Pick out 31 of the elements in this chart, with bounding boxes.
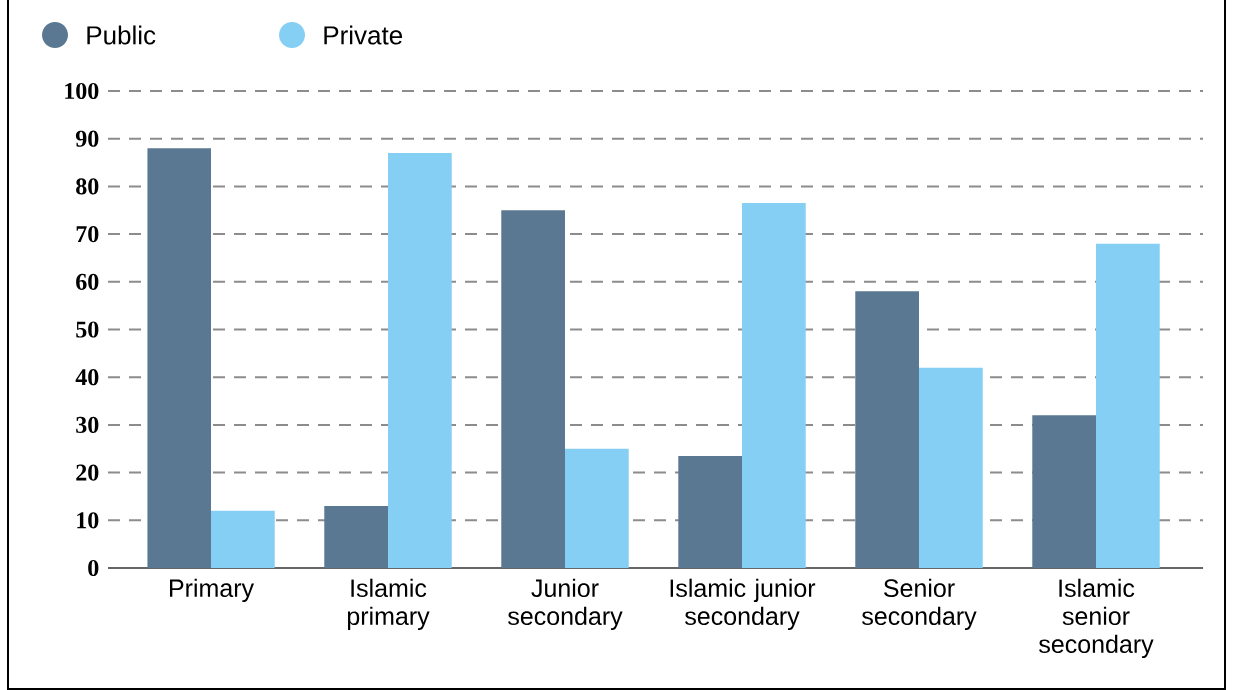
x-tick-label: Islamic junior secondary xyxy=(670,578,816,631)
y-tick-label: 50 xyxy=(76,321,99,338)
y-tick-label: 70 xyxy=(76,226,99,243)
bar xyxy=(742,203,806,568)
bar xyxy=(147,148,211,568)
y-tick-label: 20 xyxy=(76,464,99,481)
bar xyxy=(855,291,920,568)
y-tick-label: 100 xyxy=(65,82,99,100)
bar xyxy=(388,153,452,568)
y-tick-label: 0 xyxy=(88,559,99,577)
bar xyxy=(678,455,742,568)
y-tick-label: 80 xyxy=(76,178,99,195)
x-tick-label: Junior secondary xyxy=(508,578,623,631)
y-tick-label: 90 xyxy=(75,130,99,147)
y-tick-label: 30 xyxy=(76,416,99,433)
x-tick-label: Senior secondary xyxy=(862,578,977,631)
bar xyxy=(324,505,389,568)
legend-label: Public xyxy=(87,25,156,45)
bar xyxy=(565,448,629,568)
bar xyxy=(211,510,275,568)
x-tick-label: Primary xyxy=(170,578,255,603)
y-tick-label: 40 xyxy=(75,369,99,386)
x-tick-label: Islamic primary xyxy=(347,578,430,631)
bar xyxy=(501,210,565,568)
legend-label: Private xyxy=(324,25,403,45)
x-tick-label: Islamic senior secondary xyxy=(1039,578,1154,659)
bar xyxy=(1096,243,1160,568)
y-tick-label: 10 xyxy=(77,512,99,529)
bar xyxy=(1032,415,1096,568)
y-tick-label: 60 xyxy=(76,273,99,290)
bar xyxy=(919,367,983,568)
